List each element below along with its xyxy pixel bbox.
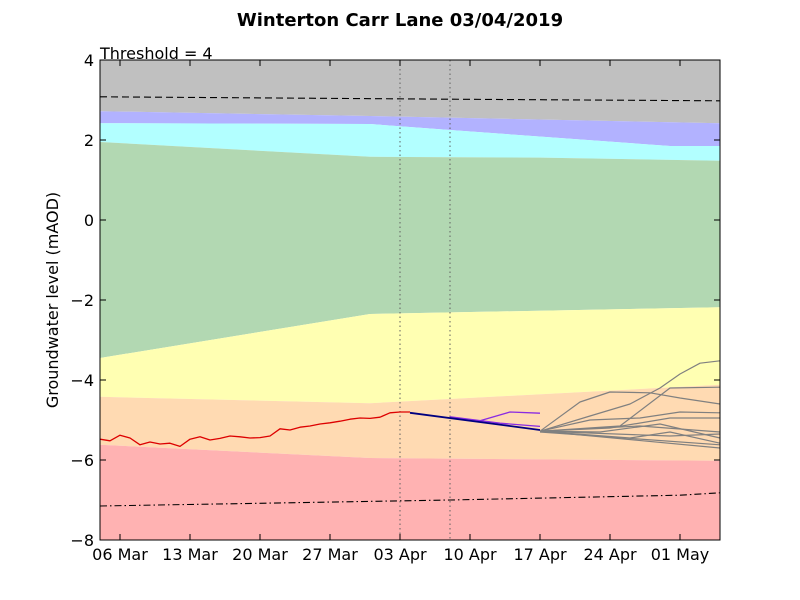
band-blue xyxy=(100,111,720,146)
band-green xyxy=(100,142,720,358)
forecast-main-line xyxy=(409,411,541,431)
ensemble-forecast-line xyxy=(539,430,721,437)
band-cyan xyxy=(100,123,720,161)
level-bands xyxy=(100,60,720,540)
ensemble-forecast-line xyxy=(539,431,721,446)
y-tick-label: −8 xyxy=(70,531,94,550)
y-tick-label: −2 xyxy=(70,291,94,310)
date-markers xyxy=(399,60,451,540)
x-axis: 06 Mar 13 Mar 20 Mar 27 Mar 03 Apr 10 Apr 17 A… xyxy=(92,60,709,564)
x-tick-label: 17 Apr xyxy=(513,545,567,564)
ensemble-forecast-line xyxy=(539,411,721,432)
ensemble-forecast-line xyxy=(539,360,721,432)
x-tick-label: 24 Apr xyxy=(583,545,637,564)
lower-reference-line xyxy=(99,492,721,507)
ensemble-forecast-line xyxy=(539,417,720,432)
y-tick-label: 2 xyxy=(84,131,94,150)
series-lines xyxy=(99,360,721,449)
y-tick-label: 4 xyxy=(84,51,94,70)
y-tick-label: −4 xyxy=(70,371,94,390)
x-tick-label: 03 Apr xyxy=(373,545,427,564)
observed-level-line xyxy=(99,411,410,448)
band-yellow xyxy=(100,307,720,404)
band-grey xyxy=(100,60,720,124)
x-tick-label: 01 May xyxy=(651,545,710,564)
y-tick-label: −6 xyxy=(70,451,94,470)
reference-lines xyxy=(99,96,721,507)
x-tick-label: 10 Apr xyxy=(443,545,497,564)
forecast-purple-line xyxy=(479,411,541,422)
chart-title: Winterton Carr Lane 03/04/2019 xyxy=(237,10,563,31)
upper-reference-line xyxy=(99,96,721,102)
ensemble-forecast-line xyxy=(539,391,721,432)
forecast-purple-line xyxy=(449,416,541,428)
y-axis-label: Groundwater level (mAOD) xyxy=(43,192,62,408)
band-red xyxy=(100,444,720,540)
y-tick-label: 0 xyxy=(84,211,94,230)
band-orange xyxy=(100,384,720,461)
threshold-annotation: Threshold = 4 xyxy=(99,44,213,63)
ensemble-forecast-line xyxy=(539,423,721,439)
x-tick-label: 06 Mar xyxy=(92,545,148,564)
x-tick-label: 13 Mar xyxy=(162,545,218,564)
y-axis: 4 2 0 −2 −4 −6 −8 xyxy=(70,51,720,550)
x-tick-label: 27 Mar xyxy=(302,545,358,564)
x-tick-label: 20 Mar xyxy=(232,545,288,564)
